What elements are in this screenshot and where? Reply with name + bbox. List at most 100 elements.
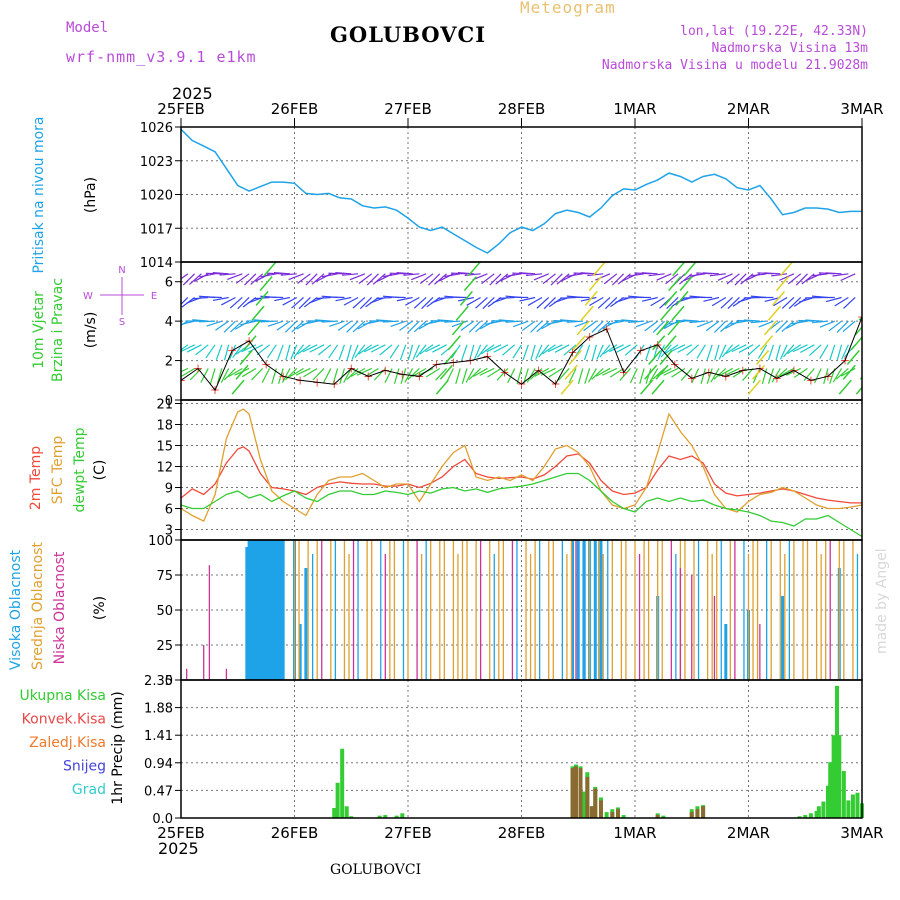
model-elevation-label: Nadmorska Visina u modelu 21.9028m — [601, 58, 868, 73]
wind-arrow — [649, 368, 659, 383]
y-tick-label: 6 — [165, 276, 173, 291]
wind-arrow — [711, 296, 727, 307]
wind-arrow-strong — [755, 350, 770, 366]
wind-arrow-strong — [876, 306, 888, 320]
wind-arrow — [771, 368, 781, 383]
wind-arrow — [828, 320, 842, 332]
conv-precip-bar — [570, 768, 575, 818]
precip-legend-4: Grad — [72, 782, 106, 798]
wind-arrow — [339, 368, 346, 384]
wind-arrow — [485, 320, 502, 325]
wind-arrow — [591, 320, 604, 333]
wind-arrow — [486, 344, 502, 353]
conv-precip-bar — [598, 800, 603, 818]
wind-arrow — [836, 344, 843, 361]
wind-arrow — [538, 344, 550, 358]
precip-legend-3: Snijeg — [63, 759, 106, 775]
wind-arrow — [199, 273, 216, 278]
date-label-top: 25FEB — [157, 100, 204, 118]
wind-arrow — [742, 368, 754, 381]
wind-arrow-strong — [771, 290, 786, 306]
wind-arrow — [298, 297, 311, 310]
wind-arrow-strong — [467, 262, 481, 277]
high-cloud-bar — [249, 540, 253, 680]
wind-arrow — [314, 319, 331, 322]
wind-arrow — [811, 320, 829, 324]
wind-arrow-strong — [655, 364, 669, 380]
wind-arrow-strong — [747, 379, 762, 395]
wind-arrow — [533, 273, 549, 281]
wind-arrow — [373, 368, 386, 381]
wind-arrow — [546, 320, 563, 325]
wind-arrow — [195, 344, 209, 356]
wind-arrow — [335, 272, 352, 275]
wind-arrow — [477, 344, 488, 358]
wind-arrow — [645, 368, 652, 384]
wind-arrow — [267, 320, 284, 327]
wind-arrow — [686, 344, 699, 356]
wind-arrow — [413, 297, 427, 309]
wind-arrow — [354, 344, 366, 358]
wind-arrow — [717, 273, 733, 281]
high-cloud-bar — [258, 540, 262, 680]
wind-arrow — [607, 320, 624, 325]
wind-arrow — [363, 344, 379, 353]
wind-arrow — [460, 320, 475, 331]
high-cloud-bar — [304, 568, 308, 680]
wind-arrow — [724, 367, 740, 376]
pressure-line — [180, 128, 862, 254]
wind-arrow — [664, 344, 679, 355]
wind-arrow — [584, 368, 591, 384]
wind-arrow — [505, 320, 522, 323]
high-cloud-bar — [263, 540, 267, 680]
high-cloud-bar — [599, 540, 603, 680]
high-cloud-bar — [298, 624, 302, 680]
wind-arrow — [297, 344, 311, 355]
y-tick-label: 9 — [165, 482, 173, 497]
wind-arrow — [466, 296, 481, 306]
wind-arrow — [774, 368, 788, 380]
wind-side-label-1: 10m Vjetar — [31, 291, 47, 369]
high-cloud-bar — [582, 540, 586, 680]
wind-arrow — [411, 273, 427, 281]
wind-arrow — [602, 367, 618, 376]
wind-arrow — [691, 368, 700, 384]
wind-arrow — [396, 296, 413, 302]
wind-arrow — [219, 273, 236, 276]
lonlat-label: lon,lat (19.22E, 42.33N) — [680, 24, 868, 39]
wind-arrow — [399, 320, 413, 331]
wind-arrow-strong — [842, 364, 856, 380]
wind-arrow — [559, 319, 577, 322]
wind-arrow — [734, 273, 747, 286]
wind-arrow-strong — [868, 336, 880, 350]
wind-gust-mark: + — [857, 310, 867, 324]
high-cloud-bar — [571, 540, 575, 680]
wind-arrow — [424, 320, 440, 326]
wind-arrow — [223, 368, 236, 381]
wind-arrow — [253, 319, 270, 322]
y-tick-label: 75 — [156, 569, 173, 584]
wind-arrow — [800, 344, 815, 354]
wind-arrow — [352, 297, 366, 309]
wind-arrow — [293, 344, 305, 358]
wind-arrow — [260, 273, 277, 278]
precip-legend-2: Zaledj.Kisa — [29, 735, 106, 751]
wind-arrow — [251, 368, 264, 381]
y-tick-label: 1014 — [140, 256, 173, 271]
total-precip-bar — [837, 735, 842, 818]
wind-arrow — [757, 344, 768, 359]
wind-arrow — [825, 296, 842, 303]
wind-unit-label: (m/s) — [83, 312, 99, 349]
wind-arrow — [335, 296, 352, 302]
wind-arrow — [595, 273, 611, 281]
wind-arrow — [282, 296, 298, 306]
conv-precip-bar — [578, 768, 583, 818]
wind-arrow — [455, 368, 461, 385]
wind-arrow — [481, 273, 495, 285]
station-title: GOLUBOVCI — [330, 22, 487, 47]
wind-arrow — [212, 296, 229, 302]
high-cloud-bar — [281, 540, 285, 680]
wind-arrow — [273, 271, 291, 275]
total-precip-bar — [825, 785, 830, 818]
y-tick-label: 1.88 — [144, 702, 173, 717]
